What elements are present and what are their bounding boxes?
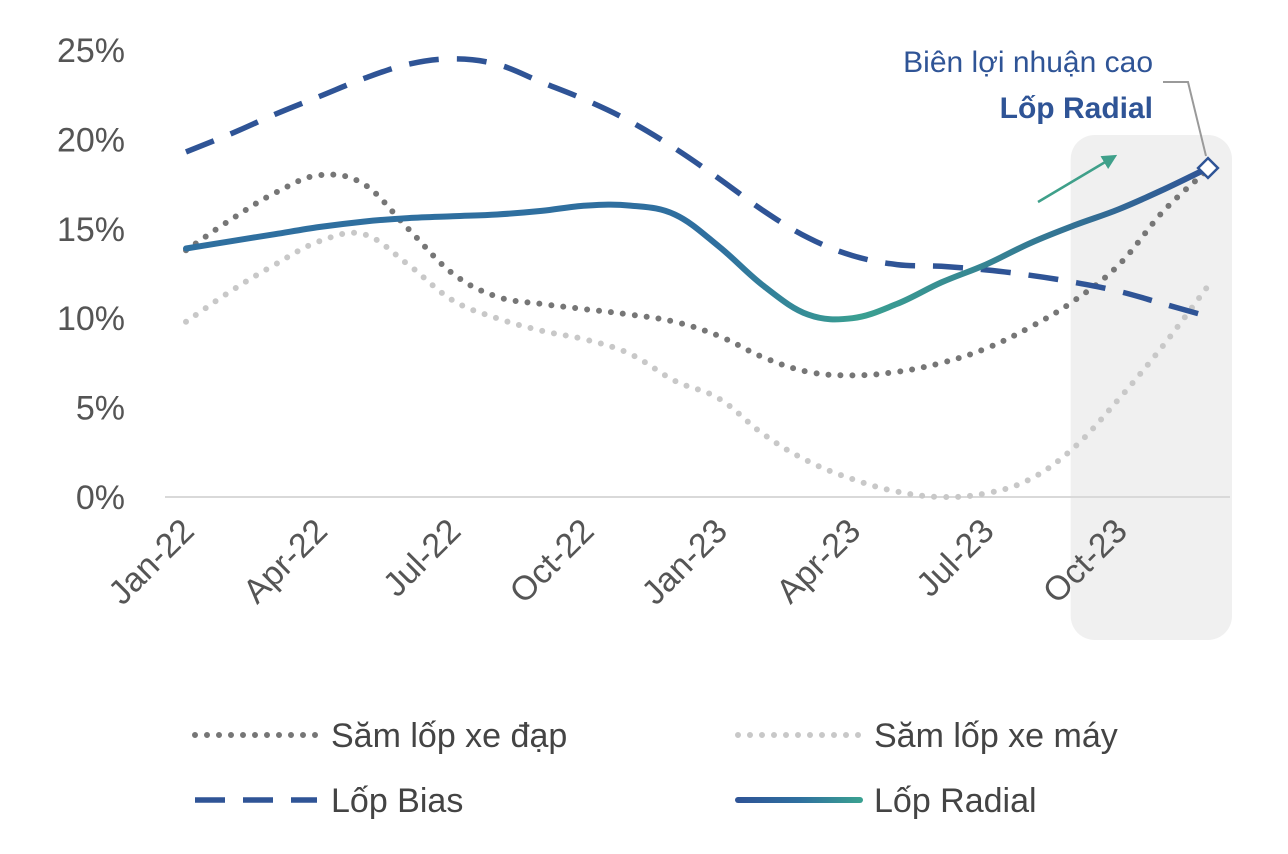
y-axis: 0% 5% 10% 15% 20% 25% bbox=[57, 32, 125, 517]
legend-item: Lốp Bias bbox=[195, 782, 463, 820]
legend-item: Săm lốp xe đạp bbox=[192, 717, 567, 755]
x-tick-label: Jan-23 bbox=[634, 512, 734, 612]
x-tick-label: Jul-23 bbox=[909, 512, 1001, 604]
trend-arrow-icon bbox=[1037, 154, 1118, 204]
series-line-Lốp Bias bbox=[184, 56, 1209, 320]
legend: Săm lốp xe đạp Săm lốp xe máy Lốp Bias Lốp … bbox=[192, 717, 1118, 820]
series-line-Lốp Radial bbox=[183, 165, 1211, 323]
series-line-Săm lốp xe máy bbox=[183, 229, 1211, 501]
x-tick-label: Jul-22 bbox=[376, 512, 468, 604]
y-tick-label: 15% bbox=[57, 211, 125, 249]
annotation-leader-line bbox=[1163, 81, 1207, 157]
y-tick-label: 10% bbox=[57, 300, 125, 338]
legend-label: Săm lốp xe máy bbox=[874, 717, 1118, 755]
radial-end-marker bbox=[1196, 156, 1220, 180]
legend-label: Lốp Radial bbox=[874, 782, 1037, 820]
annotation-line1: Biên lợi nhuận cao bbox=[903, 46, 1153, 79]
legend-item: Lốp Radial bbox=[735, 782, 1037, 820]
highlight-region bbox=[1070, 135, 1232, 640]
annotation: Biên lợi nhuận cao Lốp Radial bbox=[903, 46, 1220, 204]
y-tick-label: 0% bbox=[76, 479, 125, 517]
legend-label: Săm lốp xe đạp bbox=[331, 717, 567, 755]
series-line-Săm lốp xe đạp bbox=[183, 166, 1211, 379]
x-tick-label: Oct-22 bbox=[503, 512, 602, 611]
x-axis: Jan-22 Apr-22 Jul-22 Oct-22 Jan-23 Apr-23 Jul-… bbox=[101, 512, 1135, 612]
annotation-line2: Lốp Radial bbox=[1000, 92, 1153, 125]
y-tick-label: 20% bbox=[57, 121, 125, 159]
x-tick-label: Apr-22 bbox=[236, 512, 335, 611]
y-tick-label: 5% bbox=[76, 390, 125, 428]
x-tick-label: Jan-22 bbox=[101, 512, 201, 612]
series-layer bbox=[183, 56, 1211, 501]
x-tick-label: Apr-23 bbox=[769, 512, 868, 611]
y-tick-label: 25% bbox=[57, 32, 125, 70]
legend-item: Săm lốp xe máy bbox=[735, 717, 1118, 755]
legend-label: Lốp Bias bbox=[331, 782, 463, 820]
